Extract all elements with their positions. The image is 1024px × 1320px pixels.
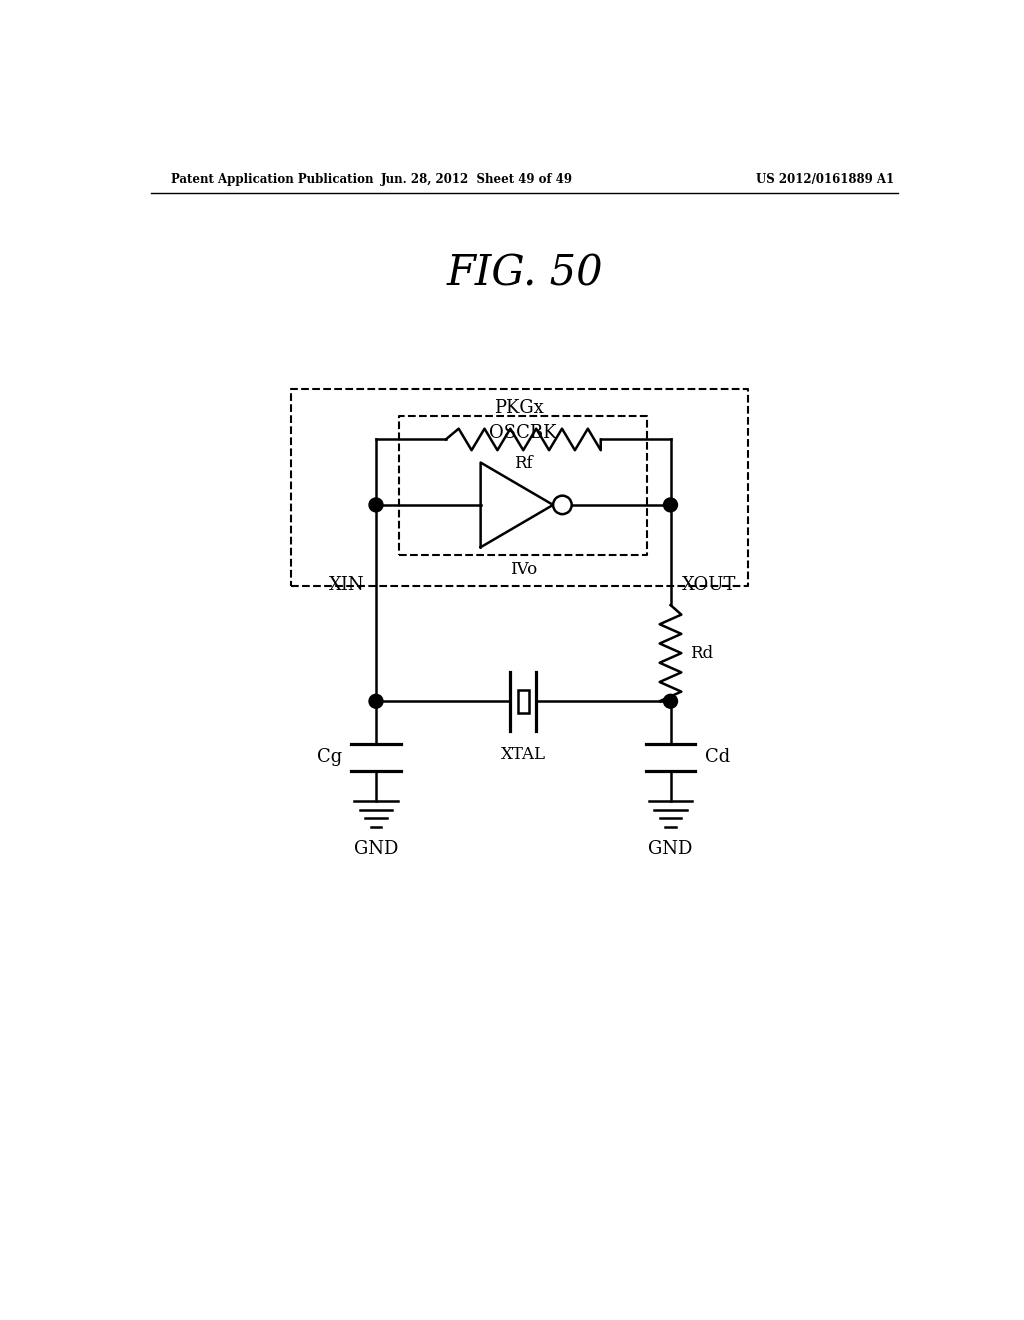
Text: OSCBK: OSCBK	[489, 424, 557, 442]
Text: Jun. 28, 2012  Sheet 49 of 49: Jun. 28, 2012 Sheet 49 of 49	[381, 173, 572, 186]
Circle shape	[664, 694, 678, 708]
Text: Cg: Cg	[316, 748, 342, 766]
Text: GND: GND	[648, 840, 692, 858]
Text: GND: GND	[354, 840, 398, 858]
Text: XTAL: XTAL	[501, 746, 546, 763]
Circle shape	[369, 498, 383, 512]
Text: Rf: Rf	[514, 455, 532, 471]
Text: PKGx: PKGx	[495, 399, 544, 417]
Circle shape	[664, 498, 678, 512]
Text: FIG. 50: FIG. 50	[446, 253, 603, 294]
Circle shape	[369, 694, 383, 708]
Text: Rd: Rd	[690, 644, 713, 661]
Circle shape	[553, 496, 571, 515]
Bar	[518, 690, 528, 713]
Text: XIN: XIN	[329, 576, 365, 594]
Text: US 2012/0161889 A1: US 2012/0161889 A1	[757, 173, 895, 186]
Text: IVo: IVo	[510, 561, 537, 578]
Text: Cd: Cd	[705, 748, 730, 766]
Text: XOUT: XOUT	[682, 576, 736, 594]
Text: Patent Application Publication: Patent Application Publication	[171, 173, 373, 186]
